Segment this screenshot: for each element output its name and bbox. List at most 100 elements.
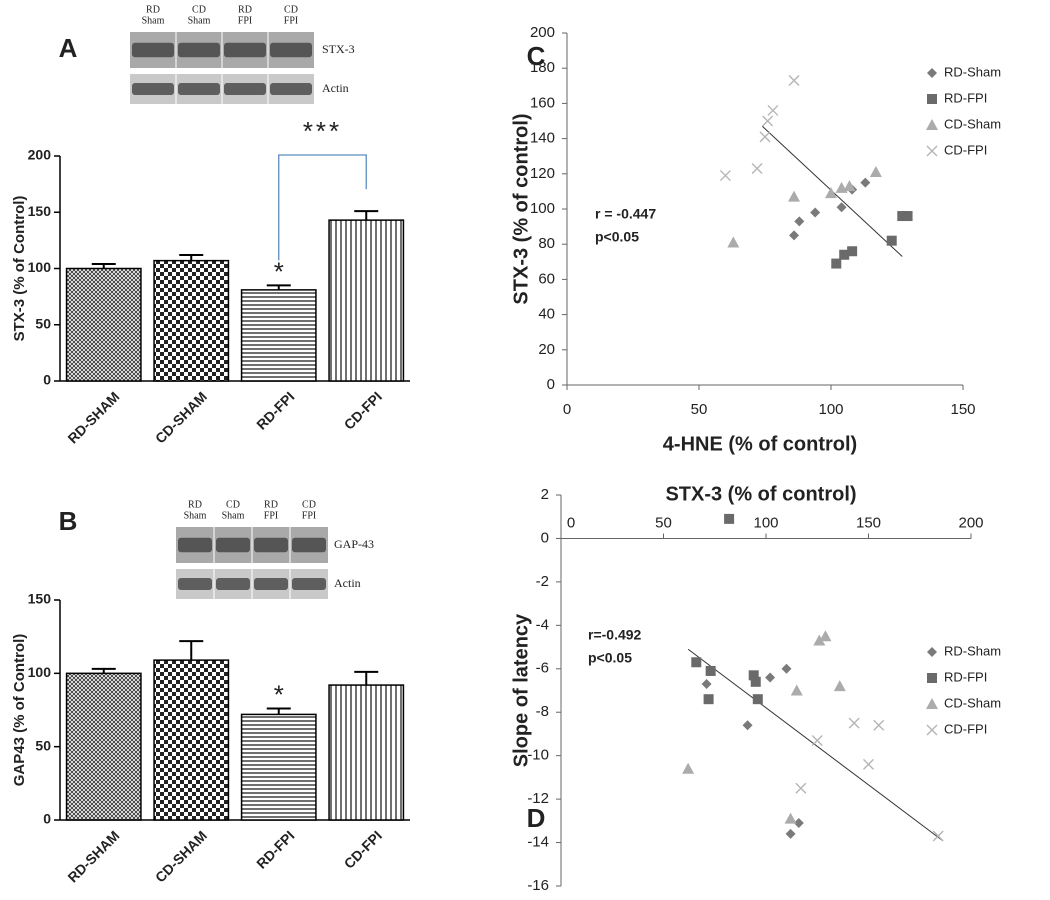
blot-band <box>132 83 174 95</box>
point <box>932 830 944 842</box>
y-tick-label: 120 <box>530 165 555 182</box>
y-tick-label: 200 <box>28 147 52 163</box>
y-tick-label: 100 <box>28 259 52 275</box>
point <box>762 115 774 127</box>
point <box>927 647 937 657</box>
point <box>873 719 885 731</box>
bar <box>328 219 405 382</box>
point <box>810 207 821 218</box>
point <box>848 717 860 729</box>
point <box>927 94 937 104</box>
legend-label: CD-FPI <box>944 721 987 736</box>
blot-row-label: Actin <box>334 576 361 590</box>
x-axis-label: STX-3 (% of control) <box>665 483 856 505</box>
point <box>926 724 938 736</box>
blot-band <box>178 83 220 95</box>
blot-band <box>224 83 266 95</box>
blot-band <box>216 578 250 590</box>
bar <box>65 672 142 821</box>
point <box>691 657 702 668</box>
y-tick-label: 140 <box>530 130 555 147</box>
y-tick-label: -10 <box>527 747 549 764</box>
point <box>902 211 913 222</box>
point <box>682 762 695 774</box>
x-tick-label: 0 <box>567 514 575 531</box>
bar <box>328 684 405 821</box>
y-tick-label: -16 <box>527 877 549 894</box>
blot-band <box>178 578 212 590</box>
trend-line <box>687 648 943 841</box>
blot-band <box>178 537 212 553</box>
point <box>926 698 938 709</box>
lane-label: FPI <box>264 510 278 521</box>
point <box>863 758 874 770</box>
point <box>927 673 937 683</box>
lane-label: RD <box>264 499 278 510</box>
significance-bracket <box>278 154 367 261</box>
point <box>886 235 897 246</box>
point <box>784 812 797 824</box>
point <box>927 68 937 78</box>
significance-mark: * <box>274 679 284 709</box>
point <box>789 230 800 241</box>
y-tick-label: 150 <box>28 203 52 219</box>
x-tick-label: CD-FPI <box>341 827 385 871</box>
point <box>703 694 714 705</box>
point <box>759 131 771 143</box>
point <box>869 166 882 178</box>
bar <box>240 289 317 382</box>
lane-label: FPI <box>302 510 316 521</box>
lane-label: Sham <box>184 510 207 521</box>
lane-label: RD <box>146 4 160 15</box>
lane-label: RD <box>238 4 252 15</box>
bar <box>153 659 230 821</box>
panel-label: A <box>59 33 78 63</box>
point <box>781 663 792 674</box>
significance-mark: * <box>274 256 284 286</box>
blot-band <box>292 578 326 590</box>
y-tick-label: 0 <box>43 811 51 827</box>
lane-label: CD <box>192 4 206 15</box>
x-tick-label: RD-SHAM <box>64 827 122 885</box>
x-tick-label: 100 <box>753 514 778 531</box>
point <box>788 190 801 202</box>
y-tick-label: -6 <box>536 660 549 677</box>
point <box>752 694 763 705</box>
x-tick-label: RD-FPI <box>253 827 297 871</box>
point <box>926 119 938 130</box>
y-tick-label: 100 <box>28 664 52 680</box>
blot-band <box>178 42 220 58</box>
blot-row-label: STX-3 <box>322 42 355 56</box>
y-tick-label: 0 <box>43 372 51 388</box>
point <box>819 630 832 642</box>
point <box>724 513 735 524</box>
y-tick-label: 160 <box>530 94 555 111</box>
point <box>847 246 858 257</box>
blot-band <box>132 42 174 58</box>
blot-band <box>224 42 266 58</box>
legend-label: RD-FPI <box>944 669 987 684</box>
point <box>793 818 804 829</box>
lane-label: CD <box>226 499 240 510</box>
y-axis-label: STX-3 (% of control) <box>510 113 532 304</box>
panel-label: B <box>59 506 78 536</box>
y-tick-label: 200 <box>530 24 555 41</box>
lane-label: Sham <box>188 15 211 26</box>
y-tick-label: 150 <box>28 591 52 607</box>
point <box>751 163 763 175</box>
point <box>926 145 938 157</box>
stat-annotation: r = -0.447 <box>595 206 656 222</box>
y-tick-label: 20 <box>538 341 555 358</box>
legend-label: RD-Sham <box>944 643 1001 658</box>
stat-annotation: p<0.05 <box>595 229 639 245</box>
lane-label: FPI <box>284 15 298 26</box>
blot-band <box>292 537 326 553</box>
point <box>750 676 761 687</box>
lane-label: CD <box>302 499 316 510</box>
y-tick-label: -12 <box>527 790 549 807</box>
point <box>836 202 847 213</box>
point <box>790 684 803 696</box>
stat-annotation: r=-0.492 <box>588 627 642 643</box>
point <box>813 634 826 646</box>
blot-band <box>216 537 250 553</box>
